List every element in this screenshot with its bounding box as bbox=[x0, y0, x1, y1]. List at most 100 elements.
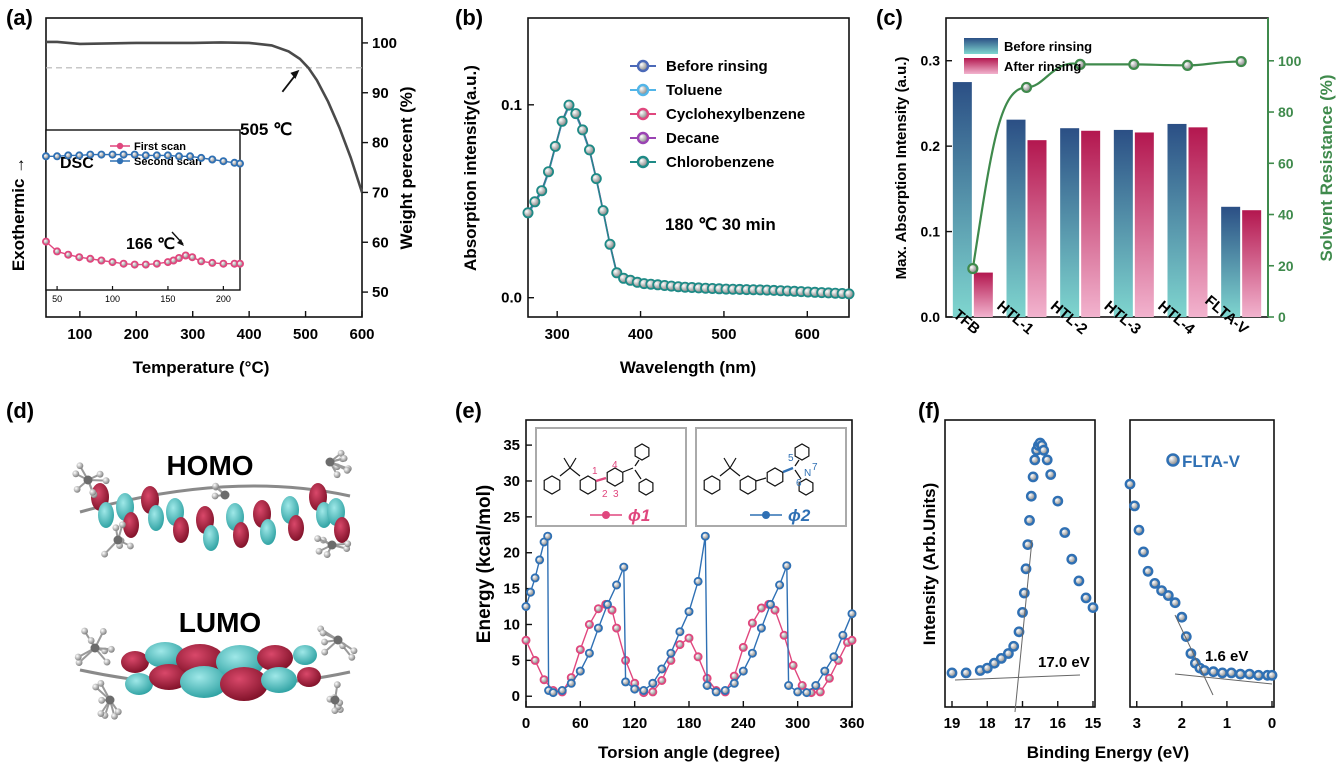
cutoff-point bbox=[1066, 553, 1078, 565]
phi1-point bbox=[612, 623, 622, 633]
phi2-point bbox=[729, 678, 739, 688]
phi1-point bbox=[648, 687, 658, 697]
y-tick-label: 100 bbox=[372, 35, 397, 52]
phi2-point bbox=[575, 666, 585, 676]
absorption-point-point bbox=[590, 173, 602, 185]
inset-legend-first-label: First scan bbox=[134, 141, 186, 153]
phi2-point bbox=[738, 666, 748, 676]
panel-a-tga-curve bbox=[46, 40, 364, 193]
cutoff-point bbox=[960, 667, 972, 679]
phi1-point bbox=[756, 603, 766, 613]
onset-point bbox=[1226, 667, 1237, 679]
x-tick-label: 17 bbox=[1014, 715, 1031, 732]
phi1-point bbox=[738, 642, 748, 652]
onset-point bbox=[1217, 667, 1228, 679]
second-scan-point bbox=[152, 151, 161, 160]
bar-before-rinsing bbox=[1060, 128, 1080, 317]
panel-e-phi2-series bbox=[521, 531, 857, 698]
phi2-atom-6: 6 bbox=[796, 478, 802, 489]
phi2-point bbox=[775, 580, 785, 590]
x-tick-label: 240 bbox=[731, 715, 756, 732]
first-scan-point bbox=[75, 253, 84, 262]
panel-c-resistance-line bbox=[967, 55, 1247, 275]
phi1-point bbox=[824, 673, 834, 683]
first-scan-point bbox=[174, 253, 183, 262]
homo-lobe-lower bbox=[288, 515, 304, 541]
phi2-atom-n: N bbox=[804, 468, 811, 479]
legend-label: Toluene bbox=[666, 82, 722, 99]
cutoff-point bbox=[1029, 454, 1041, 466]
legend-marker bbox=[636, 155, 650, 169]
onset-point bbox=[1149, 578, 1161, 589]
inset-x-tick-label: 100 bbox=[105, 294, 120, 304]
hydrogen-atom bbox=[314, 535, 322, 542]
cutoff-point bbox=[1024, 515, 1035, 526]
phi2-point bbox=[793, 687, 803, 697]
legend-label: Chlorobenzene bbox=[666, 154, 774, 171]
y-tick-right-label: 100 bbox=[1278, 53, 1302, 69]
hydrogen-atom bbox=[89, 488, 97, 496]
first-scan-point bbox=[64, 250, 73, 259]
second-scan-point bbox=[53, 152, 62, 161]
first-scan-point bbox=[152, 259, 161, 268]
homo-lobe-lower bbox=[233, 522, 249, 548]
panel-e-x-label: Torsion angle (degree) bbox=[598, 743, 780, 762]
cutoff-point bbox=[1059, 527, 1071, 538]
panel-a-right-y-label: Weight perecent (%) bbox=[397, 86, 416, 249]
second-scan-point bbox=[163, 151, 172, 160]
phi2-point bbox=[820, 666, 830, 676]
absorption-point-point bbox=[577, 124, 589, 136]
x-tick-label: 19 bbox=[944, 715, 961, 732]
phi1-point bbox=[675, 640, 685, 650]
bar-after-rinsing bbox=[1027, 140, 1047, 317]
benzene-ring bbox=[543, 475, 561, 495]
homo-lobe-lower bbox=[148, 505, 164, 531]
legend-marker bbox=[636, 59, 650, 73]
n-phenyl-bond bbox=[794, 459, 800, 467]
panel-f-right-frame bbox=[1129, 419, 1275, 708]
phi1-point bbox=[593, 604, 603, 614]
hydrogen-atom bbox=[348, 653, 356, 661]
resistance-point bbox=[1020, 81, 1033, 94]
homo-lobe-lower bbox=[203, 525, 219, 551]
x-tick-label: 120 bbox=[622, 715, 647, 732]
benzene-ring bbox=[703, 475, 721, 495]
hydrogen-atom bbox=[343, 466, 351, 474]
absorption-point-point bbox=[543, 166, 555, 178]
panel-f-cutoff-series bbox=[946, 437, 1099, 679]
methyl-bond bbox=[723, 457, 731, 469]
panel-label-a: (a) bbox=[6, 5, 33, 30]
x-tick-label: 360 bbox=[839, 715, 864, 732]
y-tick-label: 25 bbox=[503, 509, 520, 526]
phi2-molecule-structure bbox=[703, 443, 814, 496]
phi1-point bbox=[575, 645, 585, 655]
panel-b-legend: Before rinsing Toluene Cyclohexylbenzene De… bbox=[630, 58, 805, 171]
phi1-point bbox=[657, 676, 667, 686]
y-tick-label: 60 bbox=[372, 234, 389, 251]
phi2-point bbox=[702, 681, 712, 691]
carbon-atom bbox=[113, 535, 123, 545]
hydrogen-atom bbox=[126, 542, 134, 550]
phi1-atom-1: 1 bbox=[592, 466, 598, 477]
phi2-point bbox=[666, 648, 676, 658]
panel-a-tga-chart: 100 200 300 400 500 600 50 60 70 80 90 100 505 ℃ T… bbox=[9, 17, 416, 377]
carbon-atom bbox=[90, 643, 100, 653]
lumo-lobe-upper bbox=[293, 645, 317, 665]
cutoff-point bbox=[1020, 563, 1032, 575]
absorption-point-point bbox=[529, 196, 541, 208]
panel-label-e: (e) bbox=[455, 398, 482, 423]
x-tick-label: 500 bbox=[711, 326, 736, 343]
phi1-point bbox=[693, 652, 703, 662]
lumo-lobe-upper bbox=[121, 651, 149, 673]
hydrogen-atom bbox=[73, 485, 81, 493]
y-tick-label: 15 bbox=[503, 581, 520, 598]
y-tick-right-label: 20 bbox=[1278, 258, 1294, 274]
onset-point bbox=[1208, 666, 1219, 678]
second-scan-point bbox=[186, 152, 195, 161]
benzene-ring bbox=[606, 467, 624, 487]
panel-f-left-frame bbox=[944, 419, 1096, 708]
y-tick-label: 0 bbox=[512, 688, 520, 705]
phi2-point bbox=[548, 688, 558, 698]
first-scan-point bbox=[208, 258, 217, 267]
